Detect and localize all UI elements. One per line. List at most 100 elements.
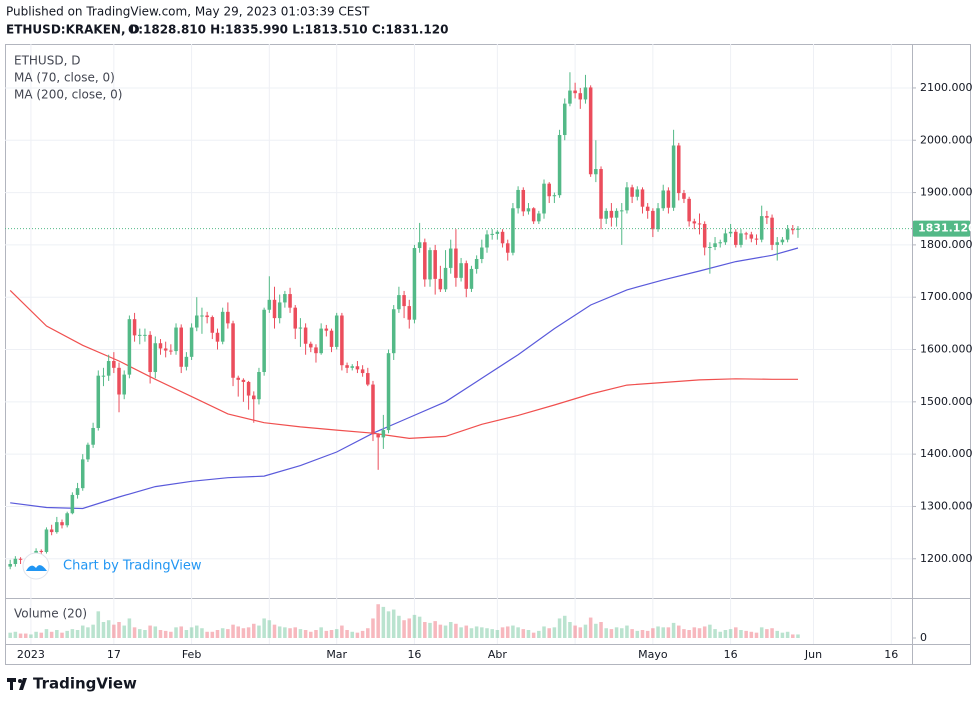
candle-body	[293, 307, 298, 329]
candle-body	[614, 210, 619, 218]
volume-bar	[262, 618, 266, 638]
volume-bar	[386, 611, 391, 638]
footer-brand: TradingView	[33, 675, 137, 693]
volume-bar	[656, 626, 660, 638]
candle-body	[692, 221, 697, 224]
volume-bar	[666, 627, 671, 638]
volume-bar	[619, 628, 624, 638]
volume-bar	[309, 631, 313, 638]
price-label: 1831.120	[918, 222, 976, 235]
volume-bar	[625, 625, 629, 638]
volume-bar	[86, 627, 90, 638]
volume-bar	[75, 630, 80, 638]
y-tick-label: 1800.000	[920, 238, 973, 251]
candle-body	[200, 315, 204, 317]
candle-body	[433, 250, 437, 279]
candle-body	[257, 372, 261, 400]
volume-bar	[692, 627, 697, 638]
candle-body	[671, 145, 676, 208]
volume-bar	[13, 631, 18, 638]
volume-bar	[257, 625, 261, 638]
candle-body	[189, 327, 194, 357]
candle-body	[765, 216, 769, 218]
y-tick-label: 1200.000	[920, 552, 973, 565]
candle-body	[39, 550, 44, 552]
volume-bar	[599, 622, 603, 638]
volume-bar	[179, 626, 183, 638]
candle-body	[143, 334, 147, 336]
volume-bar	[521, 629, 526, 638]
volume-bar	[495, 630, 500, 638]
candle-body	[666, 190, 671, 208]
candle-body	[562, 103, 567, 136]
volume-bar	[360, 630, 365, 638]
volume-bar	[283, 627, 287, 638]
y-tick-label: 2000.000	[920, 133, 973, 146]
candle-body	[148, 334, 152, 373]
candle-body	[96, 375, 101, 428]
candle-body	[604, 210, 608, 219]
volume-bar	[143, 630, 147, 638]
candle-body	[220, 311, 225, 342]
candle-body	[386, 353, 391, 431]
candle-body	[542, 183, 546, 214]
volume-bar	[630, 629, 634, 638]
candle-body	[60, 522, 64, 526]
volume-bar	[298, 629, 303, 638]
volume-bar	[91, 624, 95, 638]
candle-body	[526, 208, 531, 212]
candle-body	[407, 306, 412, 320]
candle-body	[749, 234, 754, 239]
volume-bar	[557, 618, 562, 638]
volume-bar	[132, 627, 137, 638]
x-tick-label: 16	[724, 648, 738, 661]
candle-body	[505, 243, 510, 253]
volume-bar	[210, 631, 215, 638]
volume-bar	[65, 630, 69, 638]
volume-pane	[8, 604, 800, 638]
x-tick-label: Jun	[804, 648, 822, 661]
volume-bar	[754, 632, 759, 638]
candle-body	[531, 208, 536, 222]
volume-bar	[117, 622, 121, 638]
volume-bar	[127, 618, 132, 638]
volume-bar	[163, 630, 168, 638]
volume-bar	[96, 611, 101, 638]
candle-body	[459, 263, 463, 278]
volume-tick-label: 0	[920, 631, 927, 644]
candle-body	[645, 206, 650, 211]
candle-body	[796, 228, 800, 230]
candle-body	[428, 250, 432, 280]
candle-body	[75, 488, 80, 495]
candle-body	[759, 216, 764, 240]
volume-bar	[744, 630, 748, 638]
volume-bar	[205, 631, 209, 638]
candle-body	[640, 189, 645, 207]
volume-bar	[464, 625, 469, 638]
y-tick-label: 1600.000	[920, 343, 973, 356]
candle-body	[252, 395, 256, 400]
volume-bar	[578, 627, 583, 638]
candle-body	[734, 231, 738, 245]
moving-averages	[9, 247, 799, 510]
volume-bar	[195, 625, 199, 638]
candle-body	[651, 210, 655, 230]
volume-bar	[60, 632, 64, 638]
candle-body	[438, 278, 443, 290]
candle-body	[485, 234, 489, 248]
volume-bar	[381, 606, 386, 638]
volume-bar	[366, 628, 370, 638]
candle-body	[13, 558, 18, 564]
volume-bar	[355, 632, 360, 638]
volume-bar	[153, 626, 158, 638]
volume-bar	[407, 618, 412, 638]
candle-body	[86, 444, 90, 460]
volume-bar	[448, 622, 453, 638]
candle-body	[702, 223, 707, 248]
legend-volume: Volume (20)	[14, 607, 87, 621]
candle-body	[91, 427, 95, 445]
volume-bar	[303, 630, 308, 638]
volume-bar	[272, 624, 277, 638]
volume-bar	[345, 630, 349, 638]
